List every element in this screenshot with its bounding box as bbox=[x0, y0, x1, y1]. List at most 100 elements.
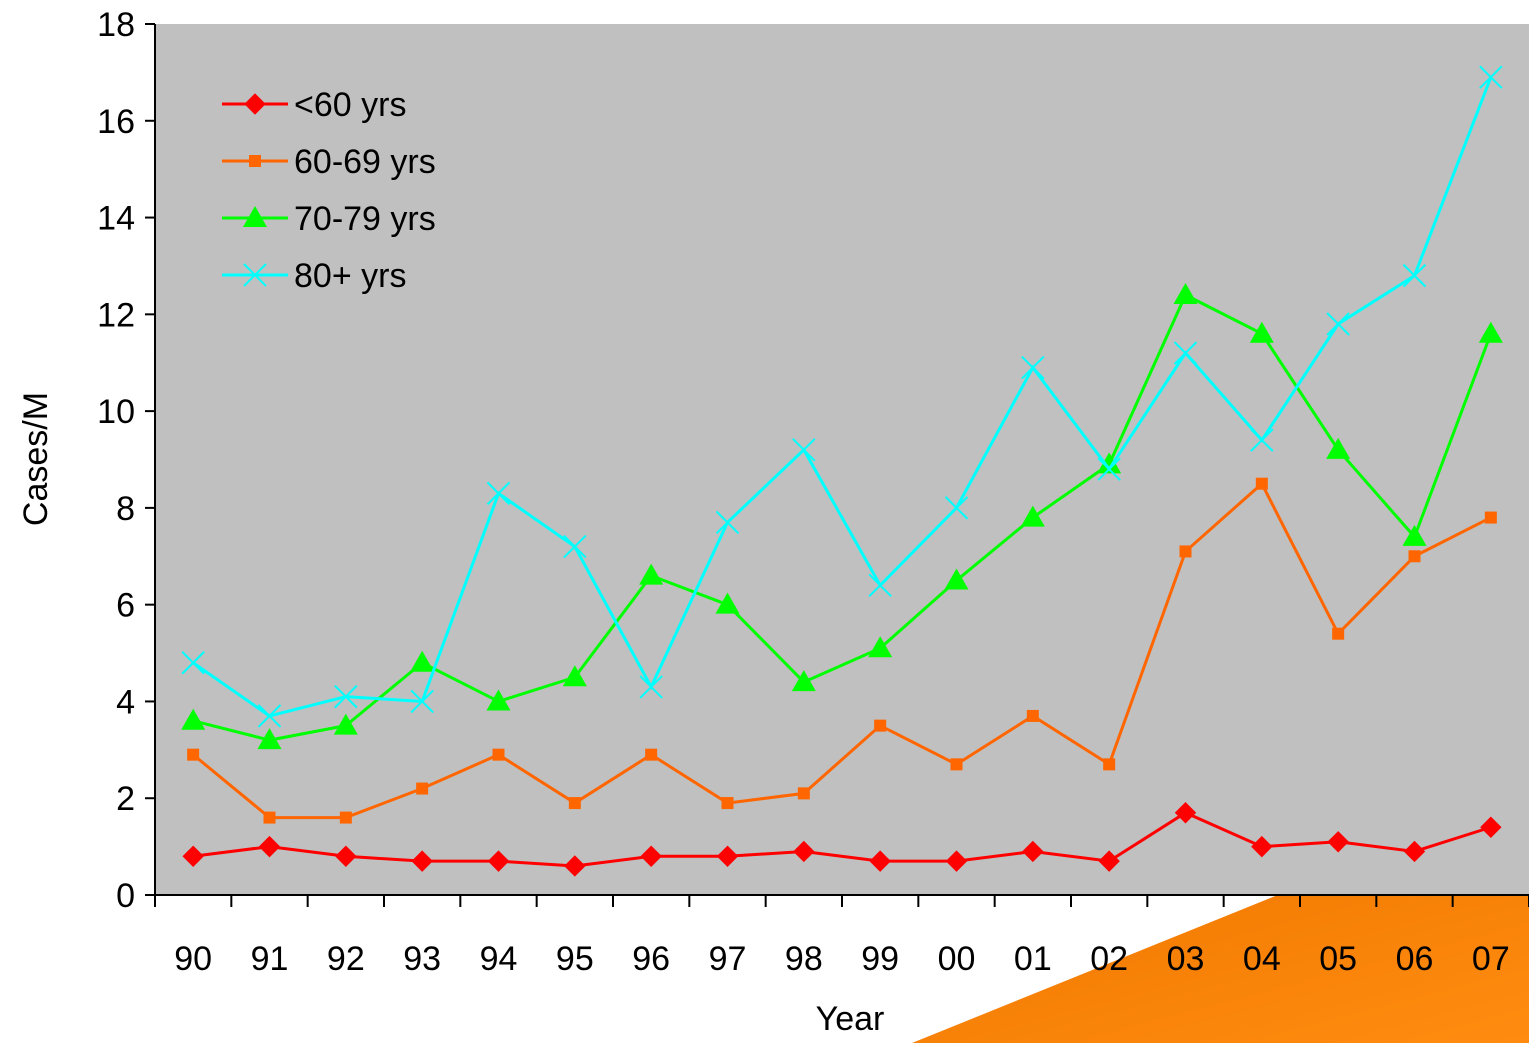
legend-item: 70-79 yrs bbox=[222, 200, 436, 238]
series-1-line bbox=[192, 811, 1492, 868]
marker-stroke bbox=[1479, 65, 1503, 89]
series-2-point bbox=[339, 811, 352, 824]
series-3-point bbox=[715, 592, 740, 614]
series-3-line bbox=[192, 292, 1493, 742]
series-2-point bbox=[492, 748, 505, 761]
series-2-point bbox=[874, 719, 887, 732]
marker-stroke bbox=[1402, 263, 1427, 288]
x-tick-label: 03 bbox=[1167, 940, 1205, 978]
series-2-point bbox=[797, 787, 810, 800]
x-tick-label: 99 bbox=[861, 940, 899, 978]
x-tick-label: 01 bbox=[1014, 940, 1052, 978]
y-tick-label: 10 bbox=[97, 393, 135, 431]
y-tick-label: 6 bbox=[116, 587, 135, 625]
series-1-point bbox=[793, 840, 815, 863]
series-1-point bbox=[1174, 802, 1197, 824]
series-4-point bbox=[1021, 355, 1045, 380]
series-4-point bbox=[1479, 65, 1503, 89]
series-3-point bbox=[410, 650, 435, 672]
series-2-point bbox=[1179, 545, 1192, 558]
x-tick-label: 06 bbox=[1396, 940, 1434, 978]
x-tick-label: 05 bbox=[1319, 940, 1357, 978]
series-1-point bbox=[1327, 831, 1349, 853]
marker-stroke bbox=[639, 675, 663, 699]
y-tick-label: 0 bbox=[116, 877, 135, 915]
series-3-point bbox=[1173, 282, 1198, 304]
marker-stroke bbox=[1021, 355, 1045, 380]
marker-stroke bbox=[410, 689, 434, 714]
marker-stroke bbox=[1097, 457, 1121, 481]
x-tick-label: 02 bbox=[1090, 940, 1128, 978]
series-4-line bbox=[192, 76, 1493, 718]
series-1-point bbox=[1098, 850, 1120, 872]
series-1-point bbox=[716, 845, 739, 867]
series-3-point bbox=[486, 689, 511, 711]
legend-swatch-marker bbox=[244, 93, 266, 115]
series-2-point bbox=[263, 811, 276, 824]
series-2-point bbox=[1103, 758, 1116, 771]
series-3-point bbox=[1097, 452, 1122, 474]
legend-item: 80+ yrs bbox=[222, 257, 406, 295]
series-1-point bbox=[1403, 840, 1426, 863]
marker-stroke bbox=[715, 510, 740, 535]
series-4-point bbox=[715, 510, 740, 535]
x-tick-label: 95 bbox=[556, 940, 594, 978]
x-tick-label: 93 bbox=[403, 940, 441, 978]
x-axis-title: Year bbox=[816, 1000, 885, 1038]
marker-stroke bbox=[563, 534, 587, 559]
series-2 bbox=[187, 477, 1497, 824]
marker-stroke bbox=[1173, 341, 1198, 365]
y-tick-label: 14 bbox=[97, 200, 135, 238]
marker-stroke bbox=[334, 684, 358, 709]
series-1 bbox=[182, 802, 1502, 877]
y-tick-label: 2 bbox=[116, 780, 135, 818]
series-3-point bbox=[1020, 505, 1045, 527]
marker-stroke bbox=[1326, 312, 1350, 336]
series-2-line bbox=[192, 481, 1492, 820]
marker-stroke bbox=[243, 263, 267, 287]
series-3-point bbox=[868, 636, 893, 658]
marker-stroke bbox=[181, 651, 205, 675]
series-3-point bbox=[257, 728, 282, 750]
x-tick-label: 90 bbox=[174, 940, 212, 978]
series-4-point bbox=[257, 704, 282, 728]
series-2-point bbox=[187, 748, 200, 761]
x-tick-label: 91 bbox=[251, 940, 289, 978]
y-tick-label: 16 bbox=[97, 103, 135, 141]
legend-swatch-marker bbox=[243, 263, 267, 287]
series-4-point bbox=[1250, 428, 1274, 452]
series-1-point bbox=[564, 855, 586, 877]
series-4-point bbox=[1326, 312, 1350, 336]
series-2-point bbox=[950, 758, 963, 771]
marker-stroke bbox=[868, 573, 892, 598]
legend-swatch-marker bbox=[243, 206, 267, 227]
legend-item: 60-69 yrs bbox=[222, 143, 436, 181]
legend-label: 60-69 yrs bbox=[294, 143, 436, 181]
legend-label: <60 yrs bbox=[294, 86, 406, 124]
series-1-point bbox=[945, 850, 968, 872]
series-4-point bbox=[334, 684, 358, 709]
series-3-point bbox=[333, 713, 358, 735]
series-4-point bbox=[1097, 457, 1121, 481]
series-1-point bbox=[258, 835, 281, 858]
series-3-point bbox=[1326, 437, 1351, 459]
decorative-orange-wedge bbox=[912, 882, 1529, 1043]
x-tick-label: 04 bbox=[1243, 940, 1281, 978]
series-4-point bbox=[868, 573, 892, 598]
series-3-point bbox=[1249, 321, 1274, 343]
x-tick-label: 98 bbox=[785, 940, 823, 978]
series-1-point bbox=[182, 845, 204, 867]
series-3-point bbox=[944, 568, 969, 590]
series-1-point bbox=[1251, 835, 1273, 858]
y-tick-label: 4 bbox=[116, 683, 135, 721]
series-2-point bbox=[1484, 511, 1497, 524]
legend-label: 70-79 yrs bbox=[294, 200, 436, 238]
series-2-point bbox=[1255, 477, 1268, 490]
series-2-point bbox=[1332, 627, 1345, 640]
series-2-point bbox=[1026, 709, 1039, 722]
series-1-point bbox=[1022, 840, 1044, 863]
series-2-point bbox=[568, 797, 581, 810]
legend-label: 80+ yrs bbox=[294, 257, 406, 295]
series-4-point bbox=[639, 675, 663, 699]
